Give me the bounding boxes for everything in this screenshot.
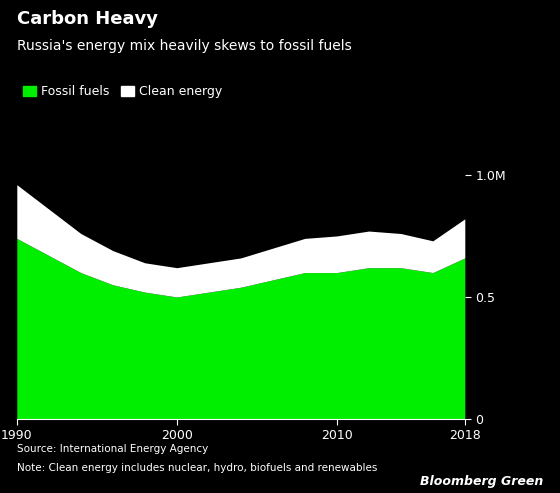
Text: Russia's energy mix heavily skews to fossil fuels: Russia's energy mix heavily skews to fos… <box>17 39 352 53</box>
Legend: Fossil fuels, Clean energy: Fossil fuels, Clean energy <box>23 85 222 98</box>
Text: Source: International Energy Agency: Source: International Energy Agency <box>17 444 208 454</box>
Text: Bloomberg Green: Bloomberg Green <box>420 475 543 488</box>
Text: Carbon Heavy: Carbon Heavy <box>17 10 158 28</box>
Text: Note: Clean energy includes nuclear, hydro, biofuels and renewables: Note: Clean energy includes nuclear, hyd… <box>17 463 377 473</box>
